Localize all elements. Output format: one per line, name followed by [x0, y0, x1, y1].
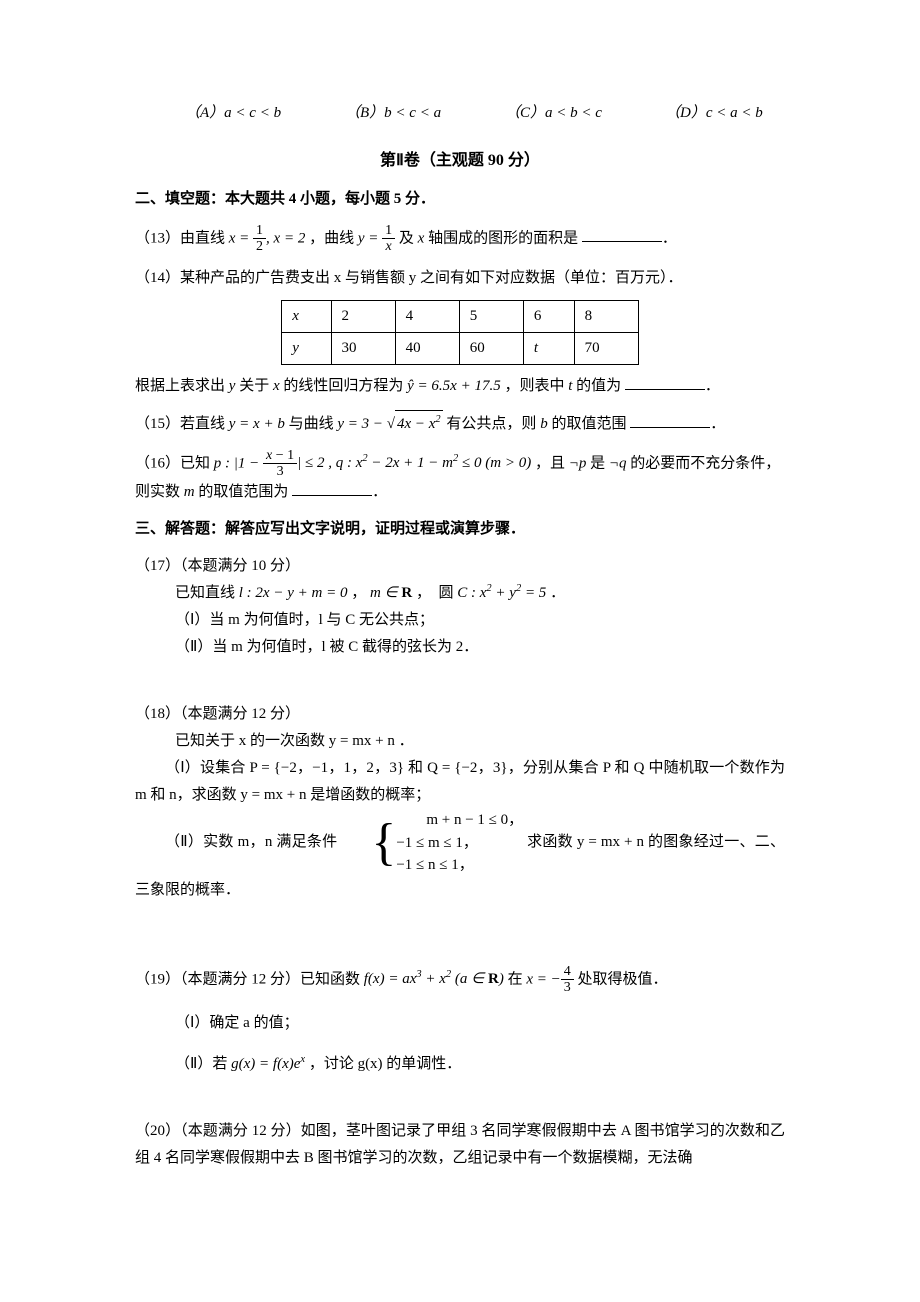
q20: （20）（本题满分 12 分）如图，茎叶图记录了甲组 3 名同学寒假假期中去 A… [135, 1118, 785, 1172]
cell: t [523, 332, 574, 364]
opt-b: （B）b < c < a [345, 100, 465, 127]
cell: 30 [331, 332, 395, 364]
opt-d: （D）c < a < b [665, 100, 785, 127]
q16-tail: 的必要而不充分条件， [630, 455, 780, 471]
q18-head: （18）（本题满分 12 分） [135, 701, 785, 728]
q13-mid1: ，曲线 [309, 230, 354, 246]
q16-pre: （16）已知 [135, 455, 210, 471]
q15-tail: 的取值范围 [551, 416, 626, 432]
q17-given: 已知直线 l : 2x − y + m = 0 ， m ∈ R ， 圆 C : … [135, 580, 785, 607]
q18: （18）（本题满分 12 分） 已知关于 x 的一次函数 y = mx + n … [135, 701, 785, 904]
q17: （17）（本题满分 10 分） 已知直线 l : 2x − y + m = 0 … [135, 553, 785, 661]
q16-cond: 是 [590, 455, 605, 471]
q19-p2-tail: ，讨论 g(x) 的单调性． [309, 1056, 462, 1072]
q14-tail-reg: 的线性回归方程为 [283, 378, 403, 394]
q14-tail-pre: 根据上表求出 [135, 378, 225, 394]
q19-p1: （Ⅰ）确定 a 的值； [135, 1010, 785, 1037]
q13-mid2: 及 [399, 230, 414, 246]
q19-p2-pre: （Ⅱ）若 [175, 1056, 227, 1072]
q20-text: （20）（本题满分 12 分）如图，茎叶图记录了甲组 3 名同学寒假假期中去 A… [135, 1123, 785, 1166]
q17-p2: （Ⅱ）当 m 为何值时，l 被 C 截得的弦长为 2． [135, 634, 785, 661]
q13-eq2: y = [358, 230, 382, 246]
q16-line2-tail: 的取值范围为 [198, 484, 288, 500]
q14-text: （14）某种产品的广告费支出 x 与销售额 y 之间有如下对应数据（单位：百万元… [135, 265, 785, 292]
q16-mid: ，且 [535, 455, 565, 471]
cell: 60 [459, 332, 523, 364]
q13-x: x [418, 230, 428, 246]
cell: y [282, 332, 331, 364]
opt-c-text: （C）a < b < c [505, 105, 602, 121]
cell: 8 [574, 300, 638, 332]
table-row: y 30 40 60 t 70 [282, 332, 639, 364]
q14-tail-end: ，则表中 [504, 378, 564, 394]
q19: （19）（本题满分 12 分）已知函数 f(x) = ax3 + x2 (a ∈… [135, 964, 785, 1078]
q18-p1: （Ⅰ）设集合 P = {−2，−1，1，2，3} 和 Q = {−2，3}，分别… [135, 755, 785, 809]
q19-head: （19）（本题满分 12 分）已知函数 f(x) = ax3 + x2 (a ∈… [135, 964, 785, 996]
q15-blank [630, 412, 710, 428]
q13-eq1: x = [229, 230, 253, 246]
section2-title: 第Ⅱ卷（主观题 90 分） [135, 147, 785, 176]
q17-p1: （Ⅰ）当 m 为何值时，l 与 C 无公共点； [135, 607, 785, 634]
cell: 5 [459, 300, 523, 332]
q16: （16）已知 p : |1 − x − 13| ≤ 2 , q : x2 − 2… [135, 448, 785, 507]
section3-heading: 三、解答题：解答应写出文字说明，证明过程或演算步骤． [135, 516, 785, 543]
cell: 6 [523, 300, 574, 332]
q13-blank [582, 226, 662, 242]
q18-given: 已知关于 x 的一次函数 y = mx + n ． [135, 728, 785, 755]
opt-b-text: （B）b < c < a [345, 105, 441, 121]
brace-l2: −1 ≤ m ≤ 1， [396, 835, 478, 851]
q15-mid: 与曲线 [289, 416, 334, 432]
q19-tail: 处取得极值． [577, 971, 667, 987]
q13-prefix: （13）由直线 [135, 230, 225, 246]
q18-p2-pre: （Ⅱ）实数 m，n 满足条件 [165, 835, 337, 851]
q19-head-text: （19）（本题满分 12 分）已知函数 [135, 971, 360, 987]
q18-p2: （Ⅱ）实数 m，n 满足条件 { m + n − 1 ≤ 0， −1 ≤ m ≤… [135, 809, 785, 904]
q16-blank [292, 480, 372, 496]
q15-pre: （15）若直线 [135, 416, 225, 432]
q14-tail: 根据上表求出 y 关于 x 的线性回归方程为 ŷ = 6.5x + 17.5 ，… [135, 373, 785, 400]
q18-brace: { m + n − 1 ≤ 0， −1 ≤ m ≤ 1， −1 ≤ n ≤ 1， [341, 809, 523, 877]
cell: 2 [331, 300, 395, 332]
q17-given-pre: 已知直线 [175, 585, 235, 601]
table-row: x 2 4 5 6 8 [282, 300, 639, 332]
q15: （15）若直线 y = x + b 与曲线 y = 3 − √4x − x2 有… [135, 410, 785, 438]
cell: 4 [395, 300, 459, 332]
brace-l3: −1 ≤ n ≤ 1， [396, 857, 473, 873]
q16-line2: 则实数 m 的取值范围为 ． [135, 479, 785, 506]
q12-options: （A）a < c < b （B）b < c < a （C）a < b < c （… [135, 100, 785, 127]
q14: （14）某种产品的广告费支出 x 与销售额 y 之间有如下对应数据（单位：百万元… [135, 265, 785, 400]
q17-given-circle: ， 圆 [416, 585, 454, 601]
opt-a: （A）a < c < b [185, 100, 305, 127]
q17-head: （17）（本题满分 10 分） [135, 553, 785, 580]
cell: 40 [395, 332, 459, 364]
cell: x [282, 300, 331, 332]
q15-end: 有公共点，则 [446, 416, 536, 432]
q19-p2: （Ⅱ）若 g(x) = f(x)ex ，讨论 g(x) 的单调性． [135, 1051, 785, 1078]
q17-given-mid: ， [351, 585, 366, 601]
q13: （13）由直线 x = 12, x = 2 ，曲线 y = 1x 及 x 轴围成… [135, 223, 785, 255]
brace-l1: m + n − 1 ≤ 0， [426, 812, 523, 828]
q13-mid3: 轴围成的图形的面积是 [428, 230, 578, 246]
q19-mid: 在 [508, 971, 523, 987]
fill-heading: 二、填空题：本大题共 4 小题，每小题 5 分． [135, 186, 785, 213]
opt-a-text: （A）a < c < b [185, 105, 281, 121]
opt-d-text: （D）c < a < b [665, 105, 763, 121]
q14-tail-mid: 关于 [239, 378, 269, 394]
q14-blank [625, 374, 705, 390]
q16-line2-pre: 则实数 [135, 484, 180, 500]
opt-c: （C）a < b < c [505, 100, 625, 127]
q14-table: x 2 4 5 6 8 y 30 40 60 t 70 [281, 300, 639, 365]
q14-tail-val: 的值为 [576, 378, 621, 394]
cell: 70 [574, 332, 638, 364]
